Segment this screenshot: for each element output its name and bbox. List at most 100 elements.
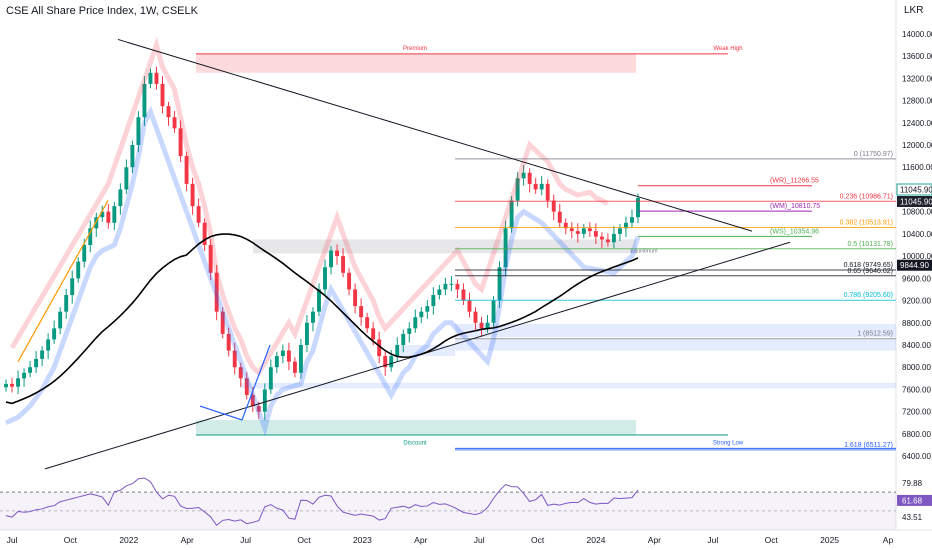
orange-trendline xyxy=(17,200,109,362)
candle-body xyxy=(624,222,628,229)
candle-body xyxy=(292,361,297,373)
candle-body xyxy=(605,239,610,243)
candle-body xyxy=(353,289,358,307)
ma-value-label: 9844.90 xyxy=(900,261,929,270)
candle-body xyxy=(148,72,153,84)
candle-body xyxy=(154,72,159,84)
candle-body xyxy=(347,272,352,290)
candle-body xyxy=(569,228,574,232)
candle-body xyxy=(617,228,622,234)
demand-zone xyxy=(400,345,455,357)
candle-body xyxy=(274,356,279,368)
candle-body xyxy=(88,228,93,245)
candle-body xyxy=(581,228,586,234)
candle-body xyxy=(467,300,472,312)
time-tick-label: Apr xyxy=(648,535,661,545)
fib-level-label: 0.5 (10131.78) xyxy=(847,241,893,248)
price-tick-label: 13600.00 xyxy=(902,52,932,61)
price-tick-label: 9600.00 xyxy=(902,274,931,283)
candle-body xyxy=(34,358,39,368)
candle-body xyxy=(82,245,87,262)
candle-body xyxy=(599,236,604,240)
candle-body xyxy=(232,350,237,368)
fib-level-label: 1.618 (6511.27) xyxy=(844,442,893,449)
candle-body xyxy=(64,295,69,312)
price-tick-label: 13200.00 xyxy=(902,74,932,83)
candle-body xyxy=(497,267,502,301)
candle-body xyxy=(587,228,592,232)
time-tick-label: Oct xyxy=(765,535,779,545)
candle-body xyxy=(160,83,165,107)
candle-body xyxy=(244,378,249,395)
background-layer xyxy=(0,0,932,531)
candle-body xyxy=(557,211,562,223)
candle-body xyxy=(250,395,255,407)
rsi-value-box xyxy=(897,494,932,506)
ma-value-box xyxy=(897,259,932,271)
candle-body xyxy=(16,378,20,387)
zone-layer: Premium Weak High Discount Strong Low Equili… xyxy=(196,46,896,449)
candle-body xyxy=(28,367,33,373)
candle-body xyxy=(636,198,640,218)
price-tick-label: 14000.00 xyxy=(902,30,932,39)
candle-body xyxy=(443,283,448,290)
fib-level-label: 0.786 (9205.60) xyxy=(844,292,893,299)
zone-discount xyxy=(196,420,636,435)
candle-body xyxy=(407,328,412,334)
candle-body xyxy=(202,222,207,245)
last-price-box xyxy=(897,196,932,208)
descending-trendline xyxy=(117,38,753,232)
zone-equilibrium xyxy=(253,239,636,254)
price-tick-label: 11600.00 xyxy=(902,163,932,172)
candle-body xyxy=(298,345,303,373)
time-tick-label: 2022 xyxy=(119,535,138,545)
candle-body xyxy=(449,283,454,285)
rsi-value-label: 61.68 xyxy=(902,496,923,505)
zone-premium xyxy=(196,53,636,73)
price-tick-label: 6400.00 xyxy=(902,452,931,461)
candle-body xyxy=(130,145,135,168)
rsi-panel: 79.88 61.68 43.51 xyxy=(0,477,932,530)
candle-body xyxy=(455,283,460,290)
candle-body xyxy=(178,128,183,157)
time-tick-label: Oct xyxy=(531,535,545,545)
price-tick-label: 8400.00 xyxy=(902,341,931,350)
candle-body xyxy=(425,306,430,312)
candle-body xyxy=(40,350,45,359)
axis-layer: 6400.00 6800.00 7200.00 7600.00 8000.00 8400.… xyxy=(7,30,932,545)
rsi-line xyxy=(5,477,639,526)
price-tick-label: 8000.00 xyxy=(902,363,931,372)
candle-body xyxy=(238,367,243,379)
candle-body xyxy=(539,183,544,190)
candle-body xyxy=(268,367,273,390)
demand-zone xyxy=(240,382,896,389)
candle-body xyxy=(76,261,81,279)
candle-body xyxy=(118,189,123,207)
rsi-upper-tick: 79.88 xyxy=(902,479,923,488)
time-tick-label: Oct xyxy=(297,535,311,545)
blue-swing-line xyxy=(199,344,271,421)
candle-body xyxy=(196,206,201,223)
rsi-lower-tick: 43.51 xyxy=(902,513,923,522)
candle-body xyxy=(377,339,382,357)
currency-label: LKR xyxy=(904,5,924,16)
fib-level-label: 0.382 (10513.91) xyxy=(840,220,893,227)
candle-body xyxy=(359,306,364,318)
candle-body xyxy=(262,389,267,412)
last-price-label-secondary: 11045.90 xyxy=(900,198,932,207)
candle-body xyxy=(106,211,111,223)
candle-body xyxy=(575,231,580,234)
time-tick-label: Apr xyxy=(414,535,427,545)
candle-body xyxy=(341,256,346,273)
fib-level-label: 1 (8512.59) xyxy=(857,331,893,338)
demand-zone xyxy=(455,339,896,351)
candle-body xyxy=(419,311,424,318)
pivot-level-label: (WS)_10354.96 xyxy=(770,228,819,235)
last-price-box-outline xyxy=(896,183,932,196)
candle-body xyxy=(280,350,285,357)
chart-title: CSE All Share Price Index, 1W, CSELK xyxy=(6,5,198,17)
candles-layer xyxy=(4,36,641,437)
price-tick-label: 12800.00 xyxy=(902,97,932,106)
time-tick-label: Jul xyxy=(7,535,18,545)
